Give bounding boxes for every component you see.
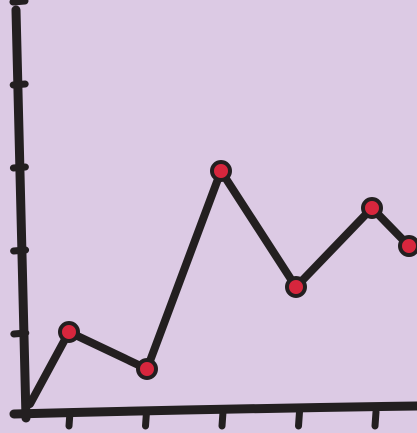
x-tick-3 xyxy=(218,408,227,430)
y-axis-line xyxy=(11,5,31,423)
x-tick-1 xyxy=(65,408,74,430)
data-point-1 xyxy=(58,321,80,343)
data-point-5 xyxy=(361,197,383,219)
x-tick-4 xyxy=(295,408,303,430)
x-tick-2 xyxy=(142,408,150,430)
y-tick-6 xyxy=(9,163,29,172)
data-points-layer xyxy=(58,160,417,380)
y-tick-4 xyxy=(10,246,30,255)
data-point-6 xyxy=(398,235,417,257)
data-point-4 xyxy=(285,276,307,298)
data-point-3 xyxy=(210,160,232,182)
axes xyxy=(9,0,417,430)
x-tick-5 xyxy=(371,408,380,430)
y-tick-2 xyxy=(10,329,30,338)
x-axis-line xyxy=(9,401,417,419)
y-tick-8 xyxy=(9,80,29,89)
y-tick-10 xyxy=(9,0,29,6)
series-line xyxy=(26,167,413,408)
data-point-2 xyxy=(136,358,158,380)
series-line-layer xyxy=(26,167,413,408)
